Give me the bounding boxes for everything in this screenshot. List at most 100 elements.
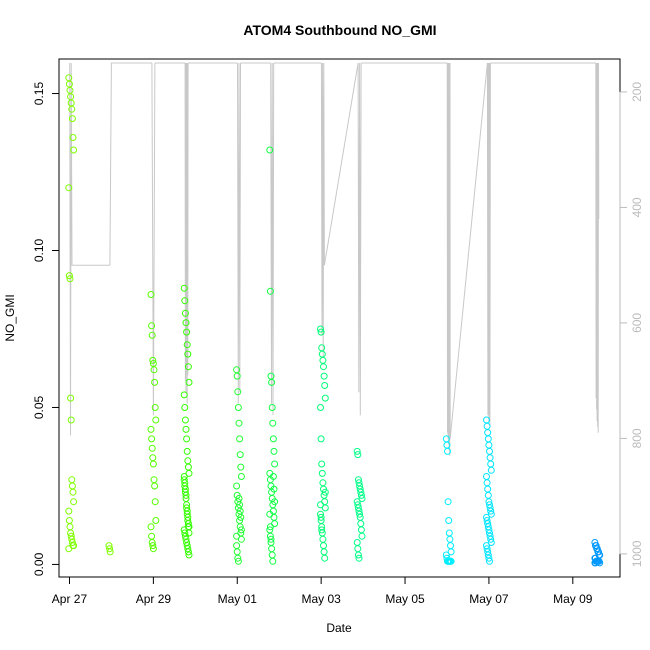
data-point: [68, 539, 76, 546]
data-point: [151, 404, 159, 411]
data-point: [184, 545, 192, 553]
data-point: [150, 366, 158, 374]
data-point: [483, 473, 490, 480]
data-points: [65, 74, 604, 567]
data-point: [152, 416, 160, 424]
pressure-profile-line: [357, 62, 362, 416]
data-point: [182, 319, 190, 327]
data-point: [321, 488, 329, 496]
chart-title: ATOM4 Southbound NO_GMI: [243, 22, 436, 38]
data-point: [354, 476, 362, 484]
pressure-connector-line: [323, 62, 359, 266]
data-point: [486, 447, 493, 455]
data-point: [234, 404, 242, 411]
data-point: [487, 466, 495, 474]
data-point: [147, 291, 155, 298]
data-point: [106, 548, 114, 556]
data-point: [269, 473, 277, 480]
data-point: [148, 444, 156, 452]
data-point: [485, 441, 493, 449]
x-tick-label: May 07: [469, 592, 509, 606]
data-point: [237, 526, 245, 534]
data-point: [357, 491, 365, 499]
data-point: [446, 535, 454, 543]
data-point: [484, 485, 492, 493]
data-point: [485, 554, 493, 562]
data-point: [318, 469, 326, 477]
data-point: [355, 507, 363, 515]
y-tick-label: 0.00: [32, 552, 46, 576]
y2-tick-label: 200: [630, 82, 644, 102]
pressure-profile-line: [109, 62, 113, 266]
data-point: [233, 548, 241, 556]
data-point: [184, 363, 192, 371]
data-point: [266, 523, 274, 531]
data-point: [271, 460, 279, 468]
data-point: [357, 488, 365, 496]
data-point: [484, 551, 492, 559]
data-point: [151, 482, 159, 490]
data-point: [183, 435, 191, 443]
data-point: [444, 498, 452, 506]
data-point: [483, 422, 491, 430]
data-point: [354, 545, 362, 553]
data-point: [67, 416, 75, 424]
data-point: [321, 394, 329, 402]
data-point: [237, 463, 245, 471]
data-point: [66, 275, 74, 283]
data-point: [318, 344, 326, 352]
data-point: [180, 284, 188, 292]
x-tick-label: May 03: [301, 592, 341, 606]
data-point: [319, 356, 327, 364]
data-point: [270, 447, 278, 455]
data-point: [354, 451, 362, 459]
data-point: [484, 548, 492, 556]
data-point: [148, 322, 156, 330]
data-point: [233, 542, 241, 550]
data-point: [149, 454, 157, 462]
data-point: [148, 435, 156, 443]
data-point: [233, 372, 241, 380]
data-point: [68, 476, 76, 484]
data-point: [237, 473, 245, 480]
y2-tick-label: 800: [630, 428, 644, 448]
data-point: [233, 482, 241, 490]
x-tick-label: May 01: [218, 592, 258, 606]
data-point: [180, 391, 188, 399]
data-point: [486, 504, 494, 512]
y-tick-label: 0.05: [32, 395, 46, 419]
data-point: [270, 485, 278, 493]
data-point: [318, 460, 326, 468]
data-point: [592, 559, 599, 567]
data-point: [444, 447, 451, 455]
data-point: [184, 520, 192, 528]
data-point: [149, 460, 157, 468]
x-tick-label: Apr 27: [52, 592, 88, 606]
data-point: [106, 545, 114, 553]
data-point: [358, 532, 366, 540]
data-point: [182, 491, 190, 499]
data-point: [183, 447, 191, 455]
data-point: [355, 479, 363, 487]
data-point: [355, 554, 363, 562]
data-point: [353, 447, 361, 455]
y2-tick-label: 400: [630, 197, 644, 217]
data-point: [320, 363, 327, 371]
data-point: [149, 545, 157, 553]
data-point: [321, 382, 329, 389]
data-point: [356, 510, 364, 518]
data-point: [182, 425, 190, 433]
data-point: [447, 557, 455, 565]
data-point: [486, 454, 494, 462]
data-point: [69, 134, 77, 141]
data-point: [320, 372, 328, 380]
data-point: [483, 545, 491, 553]
data-point: [70, 146, 78, 154]
y2-axis: 200 400 600 800 1000: [619, 82, 644, 567]
data-point: [184, 548, 192, 556]
data-point: [68, 482, 76, 490]
data-point: [234, 388, 242, 396]
data-point: [486, 529, 493, 537]
x-tick-label: May 05: [385, 592, 425, 606]
data-point: [483, 479, 491, 487]
